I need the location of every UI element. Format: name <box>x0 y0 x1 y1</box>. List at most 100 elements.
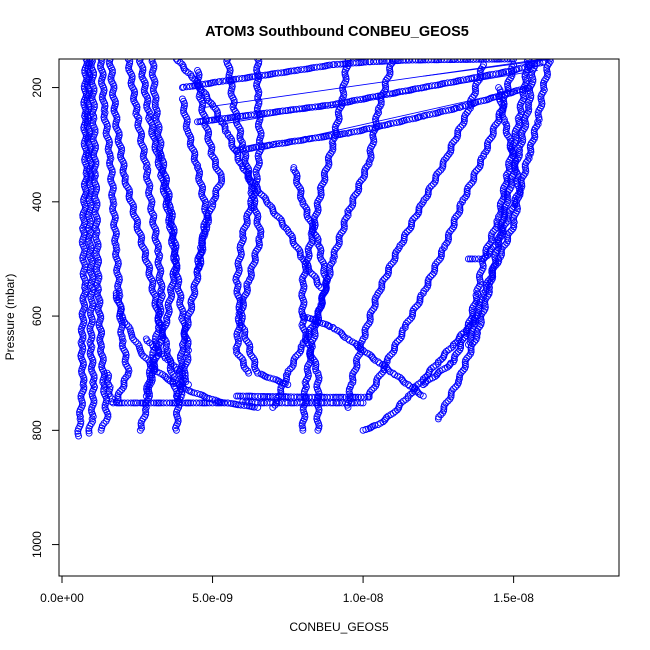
data-point <box>142 408 150 416</box>
data-point <box>90 149 98 157</box>
data-point <box>504 235 512 243</box>
data-point <box>112 292 120 299</box>
data-point <box>78 238 86 246</box>
data-point <box>326 264 334 272</box>
data-point <box>377 370 385 378</box>
data-point <box>228 139 236 147</box>
data-point <box>106 59 114 63</box>
data-point <box>235 303 243 311</box>
data-point <box>380 59 388 65</box>
data-point <box>300 257 308 265</box>
data-point <box>106 383 114 391</box>
data-point <box>304 363 311 371</box>
data-point <box>456 204 464 212</box>
data-point <box>491 121 499 129</box>
data-point <box>430 59 438 64</box>
data-point <box>117 303 125 311</box>
data-point <box>239 359 247 367</box>
data-point <box>196 399 204 407</box>
data-point <box>151 98 159 106</box>
data-point <box>301 202 309 210</box>
data-point <box>315 282 323 290</box>
data-point <box>126 188 134 196</box>
data-point <box>477 278 484 286</box>
data-point <box>292 243 300 251</box>
data-point <box>109 182 117 190</box>
data-point <box>335 235 343 243</box>
data-point <box>270 209 277 216</box>
data-point <box>192 159 200 167</box>
data-point <box>241 330 249 338</box>
data-point <box>131 88 139 96</box>
data-point <box>383 273 390 281</box>
data-point <box>172 426 180 434</box>
data-point <box>429 271 436 278</box>
data-point <box>441 349 449 357</box>
data-point <box>367 151 375 159</box>
data-point <box>470 91 478 99</box>
x-axis: 0.0e+00 5.0e-09 1.0e-08 1.5e-08 <box>40 576 534 605</box>
data-point <box>114 392 122 400</box>
data-point <box>299 198 307 206</box>
data-point <box>520 92 528 100</box>
data-point <box>411 384 419 391</box>
data-point <box>498 249 505 257</box>
data-point <box>112 289 120 297</box>
data-point <box>88 316 96 323</box>
data-point <box>149 85 157 93</box>
data-point <box>432 361 440 369</box>
data-point <box>538 97 546 105</box>
data-point <box>154 258 162 266</box>
data-point <box>304 314 312 322</box>
data-point <box>157 305 165 313</box>
data-point <box>304 370 312 377</box>
data-point <box>139 64 147 72</box>
data-point <box>86 347 94 355</box>
data-point <box>133 103 141 111</box>
data-point <box>296 349 304 357</box>
data-point <box>525 105 533 113</box>
data-point <box>232 75 240 83</box>
data-point <box>92 231 100 239</box>
data-point <box>482 148 490 156</box>
data-point <box>254 59 262 63</box>
data-point <box>148 128 156 135</box>
data-point <box>79 254 87 262</box>
data-point <box>132 338 140 346</box>
data-point <box>255 234 263 242</box>
data-point <box>463 354 471 362</box>
data-point <box>191 149 199 156</box>
data-point <box>119 384 127 391</box>
data-point <box>198 232 206 240</box>
data-point <box>105 143 112 151</box>
data-point <box>460 119 468 127</box>
data-point <box>249 178 257 186</box>
data-point <box>366 147 374 155</box>
data-point <box>118 144 125 152</box>
data-point <box>346 205 353 213</box>
data-point <box>365 160 373 168</box>
data-point <box>79 399 86 407</box>
data-point <box>102 127 110 135</box>
data-point <box>328 259 336 267</box>
data-point <box>454 348 462 356</box>
data-point <box>142 173 150 181</box>
data-point <box>493 219 501 227</box>
data-point <box>388 350 396 358</box>
data-point <box>427 365 435 373</box>
data-point <box>469 320 477 328</box>
data-point <box>463 192 470 200</box>
data-point <box>205 399 213 407</box>
data-point <box>516 188 524 196</box>
data-point <box>245 278 253 286</box>
data-point <box>452 383 459 391</box>
data-point <box>493 119 501 127</box>
data-point <box>235 158 243 165</box>
data-point <box>88 332 96 339</box>
data-point <box>199 99 207 107</box>
data-point <box>234 260 242 267</box>
data-point <box>148 198 156 206</box>
data-point <box>335 393 343 401</box>
data-point <box>273 212 281 220</box>
data-point <box>253 64 261 72</box>
